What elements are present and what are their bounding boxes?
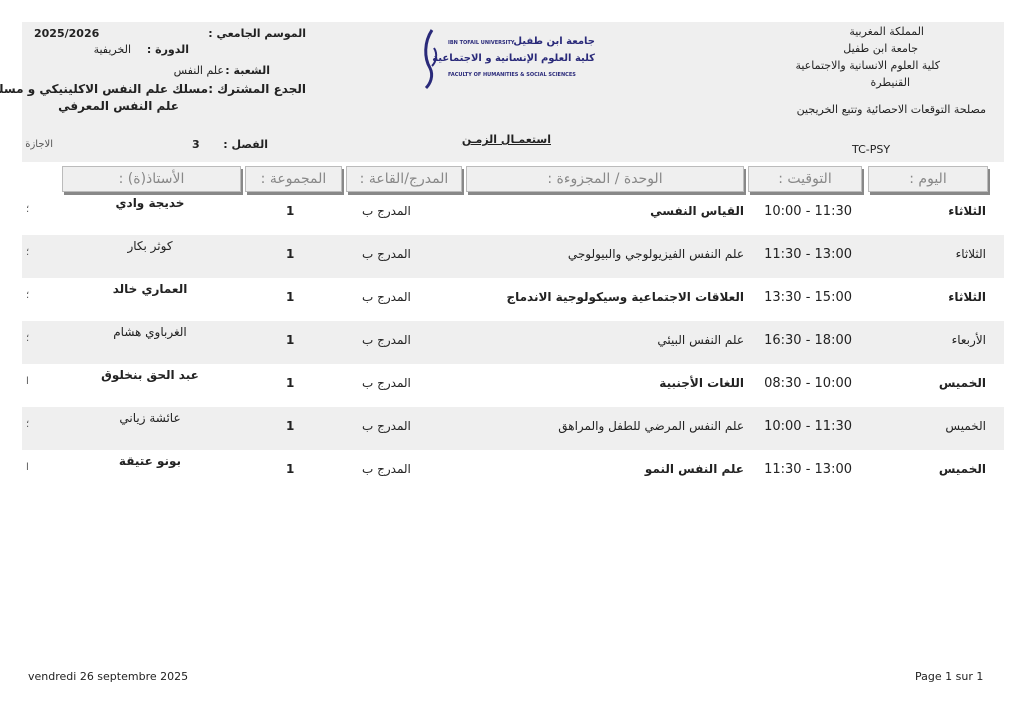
- cell-room: المدرج ب: [362, 419, 411, 433]
- cell-truncated: ا: [26, 462, 29, 473]
- cell-time: 10:00 - 11:30: [764, 204, 852, 219]
- cell-day: الخميس: [938, 376, 986, 390]
- table-row: الثلاثاء 10:00 - 11:30 القياس النفسي الم…: [26, 196, 986, 219]
- cell-group: 1: [286, 376, 295, 390]
- cell-truncated: ؛: [26, 290, 30, 301]
- table-row: الخميس 11:30 - 13:00 علم النفس النمو الم…: [26, 454, 986, 477]
- city: القنيطرة: [870, 76, 910, 89]
- session-label: الدورة :: [146, 43, 189, 56]
- table-row: الخميس 08:30 - 10:00 اللغات الأجنبية الم…: [26, 368, 986, 391]
- cell-group: 1: [286, 333, 295, 347]
- cell-truncated: ؛: [26, 333, 30, 344]
- season-label: الموسم الجامعي :: [208, 27, 306, 40]
- cell-room: المدرج ب: [362, 333, 411, 347]
- col-room: المدرج/القاعة :: [346, 166, 462, 192]
- cell-day: الثلاثاء: [948, 290, 986, 304]
- cell-day: الخميس: [938, 462, 986, 476]
- branch-value: علم النفس: [173, 64, 224, 77]
- session-value: الخريفية: [93, 43, 131, 56]
- cell-time: 16:30 - 18:00: [764, 333, 852, 348]
- kingdom: المملكة المغربية: [849, 25, 924, 38]
- cell-room: المدرج ب: [362, 462, 411, 476]
- faculty: كلية العلوم الانسانية والاجتماعية: [795, 59, 940, 72]
- season-value: 2025/2026: [34, 27, 100, 40]
- cell-room: المدرج ب: [362, 376, 411, 390]
- cell-truncated: ؛: [26, 419, 30, 430]
- cell-module: علم النفس الفيزيولوجي والبيولوجي: [567, 247, 744, 261]
- table-row: الخميس 10:00 - 11:30 علم النفس المرضي لل…: [22, 407, 1004, 450]
- col-time: التوقيت :: [748, 166, 862, 192]
- semester-label: الفصل :: [223, 138, 268, 151]
- cell-time: 10:00 - 11:30: [764, 419, 852, 434]
- semester-value: 3: [192, 138, 200, 151]
- col-teacher: الأستاذ(ة) :: [62, 166, 241, 192]
- university: جامعة ابن طفيل: [843, 42, 918, 55]
- degree-value: الاجازة: [25, 139, 53, 150]
- university-logo: IBN TOFAIL UNIVERSITY جامعة ابن طفيل كلي…: [420, 28, 595, 90]
- cell-room: المدرج ب: [362, 247, 411, 261]
- cell-group: 1: [286, 204, 295, 218]
- cell-time: 11:30 - 13:00: [764, 247, 852, 262]
- cell-module: علم النفس النمو: [644, 462, 744, 476]
- cell-day: الأربعاء: [951, 333, 986, 347]
- cell-group: 1: [286, 290, 295, 304]
- cell-time: 08:30 - 10:00: [764, 376, 852, 391]
- cell-module: اللغات الأجنبية: [659, 376, 744, 390]
- core-line1: مسلك علم النفس الاكلينيكي و مسلك: [0, 82, 208, 96]
- col-module: الوحدة / المجزوءة :: [466, 166, 744, 192]
- cell-module: علم النفس البيئي: [657, 333, 744, 347]
- footer-page: Page 1 sur 1: [915, 670, 984, 683]
- cell-time: 11:30 - 13:00: [764, 462, 852, 477]
- col-group: المجموعة :: [245, 166, 342, 192]
- table-row: الثلاثاء 13:30 - 15:00 العلاقات الاجتماع…: [26, 282, 986, 305]
- table-row: الثلاثاء 11:30 - 13:00 علم النفس الفيزيو…: [22, 235, 1004, 278]
- cell-room: المدرج ب: [362, 204, 411, 218]
- cell-truncated: ؛: [26, 247, 30, 258]
- col-day: اليوم :: [868, 166, 988, 192]
- cell-room: المدرج ب: [362, 290, 411, 304]
- cell-time: 13:30 - 15:00: [764, 290, 852, 305]
- cell-group: 1: [286, 247, 295, 261]
- cell-day: الثلاثاء: [948, 204, 986, 218]
- cell-day: الخميس: [945, 419, 986, 433]
- table-row: الأربعاء 16:30 - 18:00 علم النفس البيئي …: [22, 321, 1004, 364]
- program-code: TC-PSY: [852, 143, 891, 156]
- branch-label: الشعبة :: [225, 64, 270, 77]
- cell-day: الثلاثاء: [955, 247, 986, 261]
- cell-truncated: ا: [26, 376, 29, 387]
- logo-emblem-icon: [424, 29, 438, 90]
- cell-group: 1: [286, 419, 295, 433]
- header-band: [22, 22, 1004, 162]
- cell-module: علم النفس المرضي للطفل والمراهق: [558, 419, 744, 433]
- core-line2: علم النفس المعرفي: [58, 99, 179, 113]
- cell-group: 1: [286, 462, 295, 476]
- service: مصلحة التوقعات الاحصائية وتتبع الخريجين: [796, 103, 986, 116]
- page-title: استعمـال الزمـن: [461, 133, 551, 146]
- cell-module: العلاقات الاجتماعية وسيكولوجية الاندماج: [506, 290, 744, 304]
- core-label: الجدع المشترك :: [208, 82, 306, 96]
- footer-date: vendredi 26 septembre 2025: [28, 670, 189, 683]
- cell-truncated: ؛: [26, 204, 30, 215]
- cell-module: القياس النفسي: [650, 204, 744, 218]
